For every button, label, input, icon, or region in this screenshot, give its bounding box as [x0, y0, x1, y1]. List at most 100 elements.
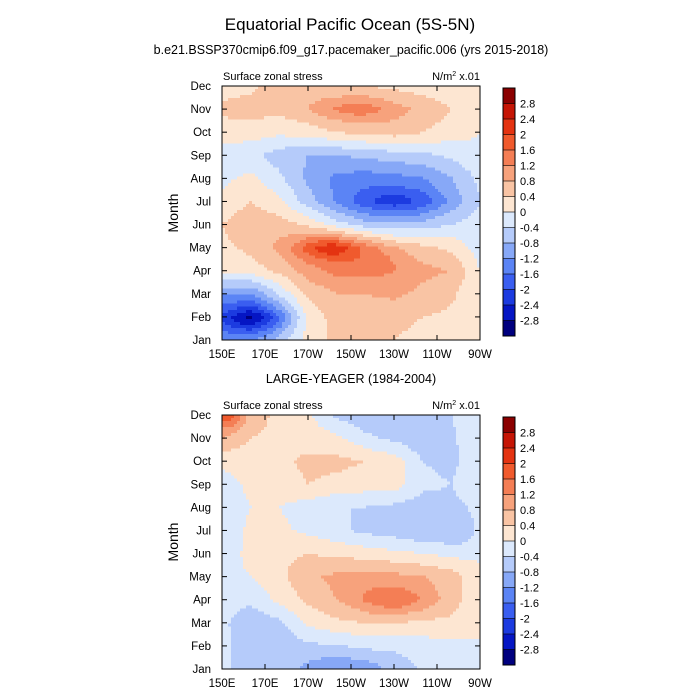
contour-cell	[222, 161, 226, 166]
contour-cell	[333, 164, 337, 169]
contour-cell	[273, 119, 277, 123]
contour-cell	[228, 98, 232, 102]
contour-cell	[282, 179, 286, 184]
contour-cell	[408, 131, 412, 135]
contour-cell	[324, 176, 328, 181]
contour-cell	[249, 149, 253, 154]
contour-cell	[231, 134, 235, 138]
contour-cell	[264, 176, 268, 181]
contour-cell	[330, 176, 334, 181]
contour-cell	[294, 191, 298, 196]
contour-cell	[363, 122, 367, 126]
contour-cell	[384, 185, 388, 190]
contour-cell	[303, 179, 307, 184]
contour-cell	[384, 122, 388, 126]
contour-cell	[474, 149, 478, 154]
contour-cell	[279, 155, 283, 160]
contour-cell	[327, 104, 331, 108]
contour-cell	[432, 86, 436, 90]
contour-cell	[279, 176, 283, 181]
contour-cell	[432, 104, 436, 108]
contour-cell	[441, 161, 445, 166]
contour-cell	[258, 101, 262, 105]
contour-cell	[246, 134, 250, 138]
contour-cell	[369, 140, 373, 145]
contour-cell	[441, 173, 445, 178]
contour-cell	[291, 161, 295, 166]
contour-cell	[225, 170, 229, 175]
contour-cell	[411, 134, 415, 138]
contour-cell	[330, 92, 334, 96]
contour-cell	[477, 158, 481, 163]
contour-cell	[306, 107, 310, 111]
contour-cell	[426, 95, 430, 99]
contour-cell	[294, 125, 298, 129]
contour-cell	[390, 137, 394, 142]
contour-cell	[372, 131, 376, 135]
contour-cell	[288, 161, 292, 166]
contour-cell	[309, 110, 313, 114]
contour-cell	[330, 89, 334, 93]
contour-cell	[309, 155, 313, 160]
contour-cell	[366, 146, 370, 151]
contour-cell	[354, 191, 358, 196]
contour-cell	[438, 89, 442, 93]
contour-cell	[477, 110, 481, 114]
contour-cell	[291, 140, 295, 145]
contour-cell	[357, 134, 361, 138]
contour-cell	[468, 134, 472, 138]
contour-cell	[459, 125, 463, 129]
contour-cell	[243, 122, 247, 126]
contour-cell	[234, 113, 238, 117]
contour-cell	[450, 119, 454, 123]
contour-cell	[435, 146, 439, 151]
contour-cell	[231, 113, 235, 117]
contour-cell	[243, 167, 247, 172]
contour-cell	[318, 146, 322, 151]
contour-cell	[333, 122, 337, 126]
contour-cell	[429, 173, 433, 178]
contour-cell	[333, 134, 337, 138]
contour-cell	[276, 95, 280, 99]
contour-cell	[468, 188, 472, 193]
contour-cell	[297, 155, 301, 160]
contour-cell	[441, 179, 445, 184]
contour-cell	[255, 158, 259, 163]
contour-cell	[285, 110, 289, 114]
contour-cell	[423, 146, 427, 151]
contour-cell	[402, 107, 406, 111]
contour-cell	[444, 167, 448, 172]
contour-cell	[261, 95, 265, 99]
contour-cell	[453, 104, 457, 108]
contour-cell	[363, 182, 367, 187]
contour-cell	[414, 131, 418, 135]
contour-cell	[282, 176, 286, 181]
contour-cell	[309, 92, 313, 96]
contour-cell	[408, 179, 412, 184]
contour-cell	[300, 170, 304, 175]
contour-cell	[378, 182, 382, 187]
contour-cell	[285, 128, 289, 132]
contour-cell	[369, 89, 373, 93]
contour-cell	[255, 137, 259, 142]
contour-cell	[399, 155, 403, 160]
contour-cell	[240, 92, 244, 96]
contour-cell	[273, 116, 277, 120]
contour-cell	[309, 140, 313, 145]
contour-cell	[444, 101, 448, 105]
contour-cell	[252, 188, 256, 193]
contour-cell	[360, 131, 364, 135]
contour-cell	[459, 116, 463, 120]
contour-cell	[396, 86, 400, 90]
contour-cell	[291, 134, 295, 138]
contour-cell	[420, 137, 424, 142]
contour-cell	[312, 143, 316, 148]
contour-cell	[306, 152, 310, 157]
contour-cell	[279, 173, 283, 178]
contour-cell	[273, 110, 277, 114]
contour-cell	[264, 119, 268, 123]
contour-cell	[276, 92, 280, 96]
contour-cell	[234, 146, 238, 151]
contour-cell	[405, 149, 409, 154]
contour-cell	[372, 122, 376, 126]
